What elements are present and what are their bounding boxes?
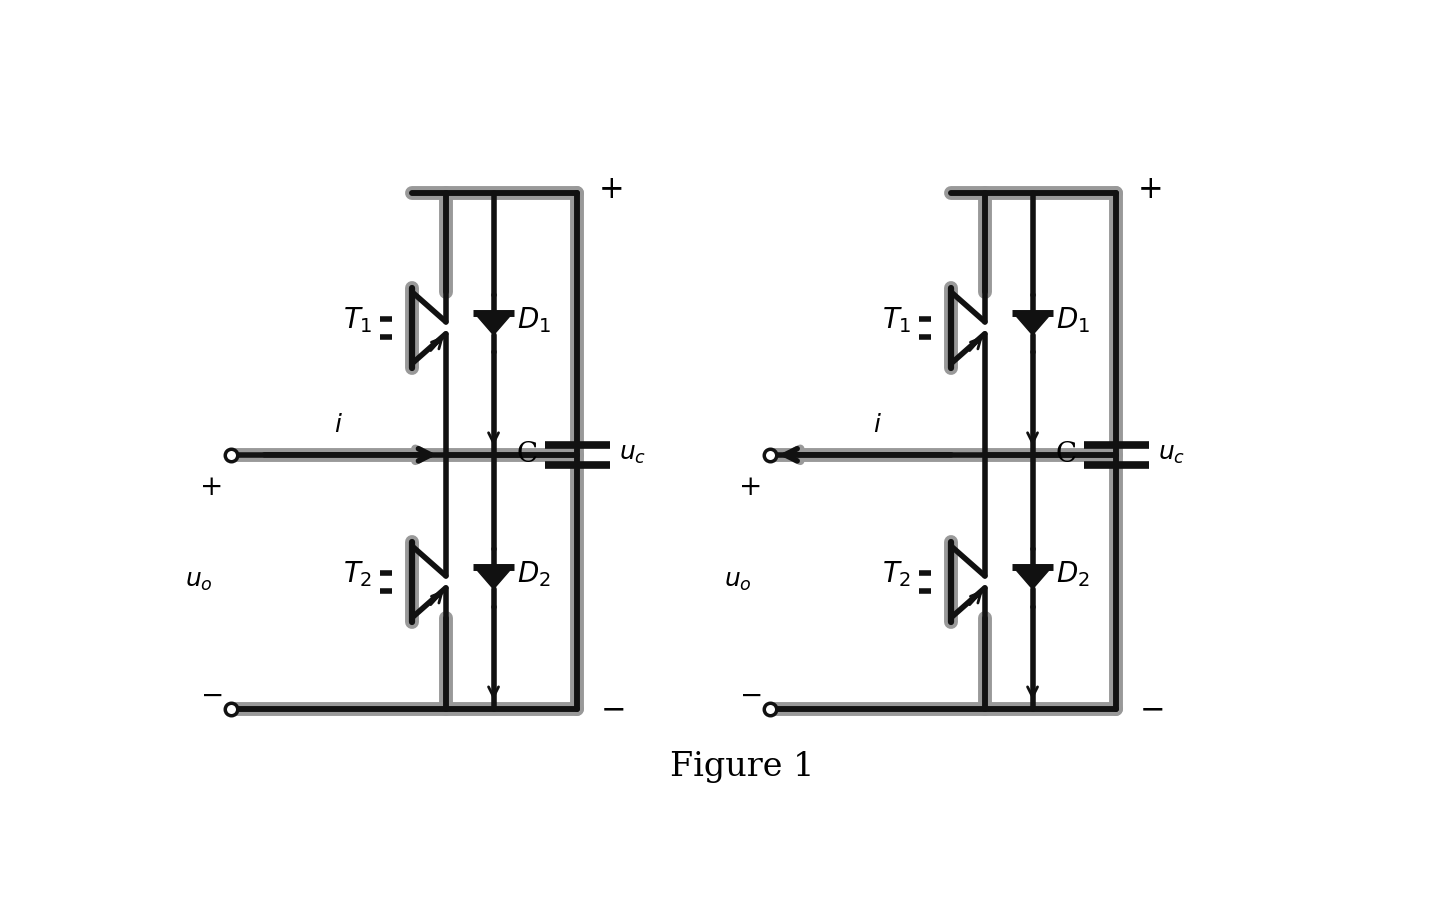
Text: $T_2$: $T_2$ <box>343 559 372 589</box>
Polygon shape <box>1014 567 1051 589</box>
Text: +: + <box>200 474 223 501</box>
Text: $u_c$: $u_c$ <box>1158 444 1186 466</box>
Text: $-$: $-$ <box>1138 694 1163 724</box>
Text: C: C <box>1056 441 1077 468</box>
Polygon shape <box>1014 313 1051 335</box>
Text: $i$: $i$ <box>873 415 882 437</box>
Polygon shape <box>475 567 513 589</box>
Text: $D_2$: $D_2$ <box>517 559 550 589</box>
Text: $u_c$: $u_c$ <box>620 444 646 466</box>
Text: +: + <box>1138 174 1164 205</box>
Text: $D_2$: $D_2$ <box>1056 559 1089 589</box>
Text: $u_o$: $u_o$ <box>184 570 213 594</box>
Text: $T_2$: $T_2$ <box>882 559 911 589</box>
Text: $-$: $-$ <box>740 682 762 708</box>
Text: $-$: $-$ <box>599 694 624 724</box>
Polygon shape <box>475 313 513 335</box>
Text: $i$: $i$ <box>334 415 343 437</box>
Text: $-$: $-$ <box>200 682 223 708</box>
Text: Figure 1: Figure 1 <box>670 751 814 783</box>
Text: $D_1$: $D_1$ <box>1056 305 1089 335</box>
Text: $u_o$: $u_o$ <box>724 570 752 594</box>
Text: $D_1$: $D_1$ <box>517 305 550 335</box>
Text: $T_1$: $T_1$ <box>882 305 911 335</box>
Text: +: + <box>599 174 624 205</box>
Text: $T_1$: $T_1$ <box>343 305 372 335</box>
Text: +: + <box>738 474 762 501</box>
Text: C: C <box>517 441 537 468</box>
